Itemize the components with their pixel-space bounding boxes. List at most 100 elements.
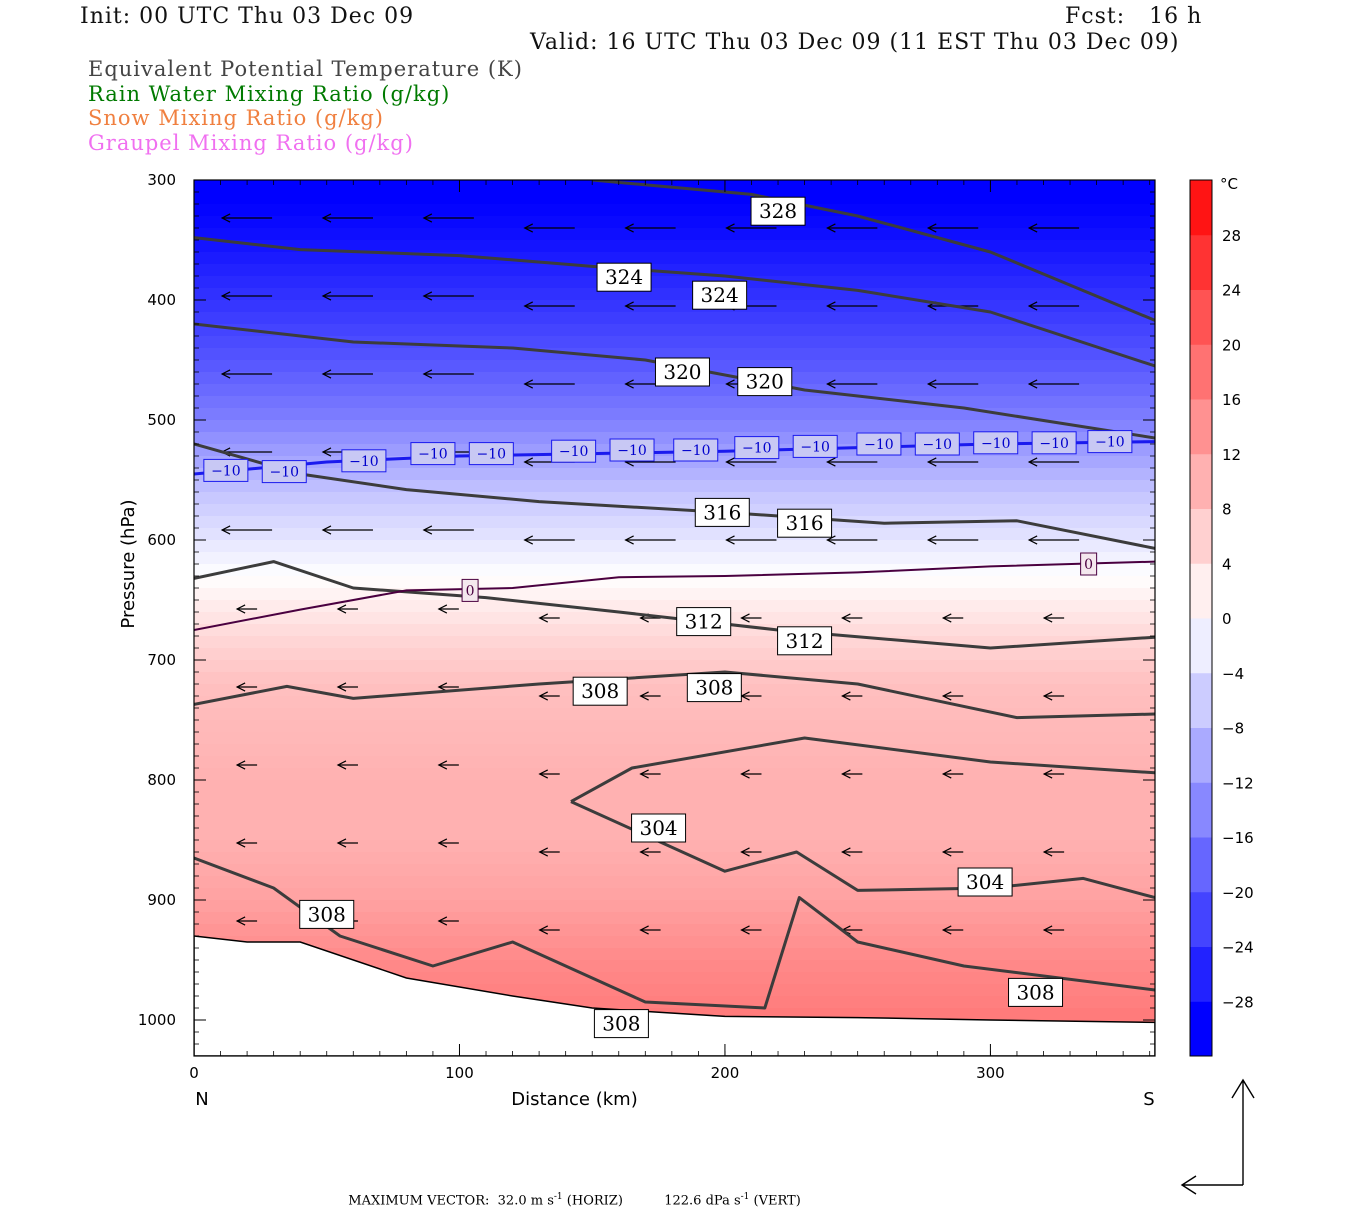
- isotherm-label-box: [341, 449, 387, 473]
- wind-vector: [1042, 847, 1065, 857]
- temperature-band: [194, 252, 1155, 265]
- max-vector-vert-unit: (VERT): [753, 1193, 801, 1208]
- reference-vector-icon: [1180, 1078, 1255, 1195]
- wind-vector-head: [740, 769, 750, 779]
- colorbar-label: −12: [1222, 774, 1254, 792]
- wind-vector: [841, 613, 863, 623]
- theta-e-label: 320: [746, 370, 784, 394]
- colorbar-bin: [1190, 946, 1212, 1002]
- theta-e-label: 308: [695, 676, 733, 700]
- isotherm-label: −10: [617, 443, 647, 459]
- contour-overlay: 328 324 324 320 320 316 316 312 312 308 308 304 304 3…: [194, 180, 1155, 1056]
- theta-e-label: 312: [785, 629, 823, 653]
- vert-exponent: -1: [740, 1192, 750, 1202]
- isotherm-label: −10: [800, 439, 830, 455]
- wind-vector-head: [639, 769, 649, 779]
- theta-e-label-box: [596, 262, 652, 292]
- wind-vector-head: [624, 379, 634, 389]
- legend-item-rain: Rain Water Mixing Ratio (g/kg): [88, 82, 451, 106]
- wind-vector: [926, 535, 979, 545]
- wind-vector-head: [321, 213, 332, 223]
- wind-vector: [1027, 223, 1080, 233]
- temperature-band: [194, 288, 1155, 301]
- wind-vector: [926, 223, 979, 233]
- colorbar-label: −24: [1222, 939, 1254, 957]
- theta-e-label: 316: [703, 500, 741, 524]
- wind-vector: [437, 916, 459, 926]
- y-tick-label: 700: [147, 651, 176, 669]
- theta-e-contour: [194, 670, 1155, 720]
- isotherm-label: −10: [742, 441, 772, 457]
- wind-vector: [220, 525, 273, 535]
- wind-vector: [941, 769, 964, 779]
- wind-vector: [1042, 769, 1065, 779]
- colorbar-bin: [1190, 618, 1212, 674]
- wind-vector: [538, 847, 560, 857]
- wind-vector: [926, 379, 979, 389]
- wind-vector: [538, 691, 560, 701]
- temperature-band: [194, 420, 1155, 433]
- temperature-band: [194, 264, 1155, 277]
- wind-vector-head: [941, 769, 952, 779]
- theta-e-label-box: [694, 497, 750, 527]
- wind-vector: [422, 369, 474, 379]
- wind-vector-head: [1042, 691, 1053, 701]
- wind-vector: [1027, 535, 1080, 545]
- theta-e-label-box: [777, 626, 833, 656]
- theta-e-label-box: [1008, 977, 1064, 1007]
- theta-e-label: 308: [581, 679, 619, 703]
- wind-vector-head: [235, 838, 246, 848]
- wind-vector-head: [220, 525, 231, 535]
- theta-e-contour: [194, 442, 1155, 550]
- temperature-band: [194, 540, 1155, 553]
- wind-vector-head: [841, 613, 851, 623]
- temperature-band: [194, 432, 1155, 445]
- temperature-band: [194, 312, 1155, 325]
- colorbar-label: 8: [1222, 501, 1232, 519]
- theta-e-label: 324: [605, 265, 643, 289]
- isotherm-label-box: [609, 438, 655, 462]
- colorbar-label: −8: [1222, 720, 1244, 738]
- wind-vector-head: [941, 613, 952, 623]
- max-vector-label: MAXIMUM VECTOR:: [348, 1193, 490, 1208]
- wind-vector-head: [639, 847, 649, 857]
- legend-item-theta-e: Equivalent Potential Temperature (K): [88, 57, 523, 81]
- colorbar-label: 20: [1222, 336, 1241, 354]
- temperature-band: [194, 936, 1155, 949]
- theta-e-label: 304: [639, 816, 677, 840]
- wind-vector: [841, 769, 863, 779]
- wind-vector-head: [422, 525, 433, 535]
- max-vector-horiz: 32.0 m s: [497, 1193, 554, 1208]
- temperature-band: [194, 408, 1155, 421]
- colorbar-bin: [1190, 399, 1212, 455]
- wind-vector: [538, 925, 560, 935]
- wind-vector: [740, 847, 762, 857]
- colorbar-bin: [1190, 837, 1212, 893]
- wind-vector: [235, 682, 258, 692]
- temperature-band: [194, 516, 1155, 529]
- colorbar-label: −16: [1222, 829, 1254, 847]
- colorbar-bin: [1190, 782, 1212, 838]
- isotherm-label: −10: [559, 444, 589, 460]
- colorbar-bin: [1190, 508, 1212, 564]
- wind-vector: [235, 838, 258, 848]
- wind-vector: [437, 604, 459, 614]
- temperature-band: [194, 204, 1155, 217]
- isotherm-label-box: [914, 432, 960, 456]
- wind-vector-head: [841, 691, 851, 701]
- temperature-band: [194, 492, 1155, 505]
- wind-vector-head: [826, 223, 836, 233]
- temperature-band: [194, 576, 1155, 589]
- isotherm-zero-label-box: [461, 578, 479, 602]
- theta-e-label-box: [654, 357, 710, 387]
- temperature-band: [194, 276, 1155, 289]
- wind-vector: [538, 769, 560, 779]
- isotherm-label: −10: [981, 436, 1011, 452]
- wind-vector: [740, 925, 762, 935]
- isotherm-label-box: [792, 434, 838, 458]
- temperature-band: [194, 756, 1155, 769]
- temperature-band: [194, 228, 1155, 241]
- wind-vector-head: [941, 691, 952, 701]
- wind-vector-head: [235, 682, 246, 692]
- legend-item-graupel: Graupel Mixing Ratio (g/kg): [88, 131, 414, 155]
